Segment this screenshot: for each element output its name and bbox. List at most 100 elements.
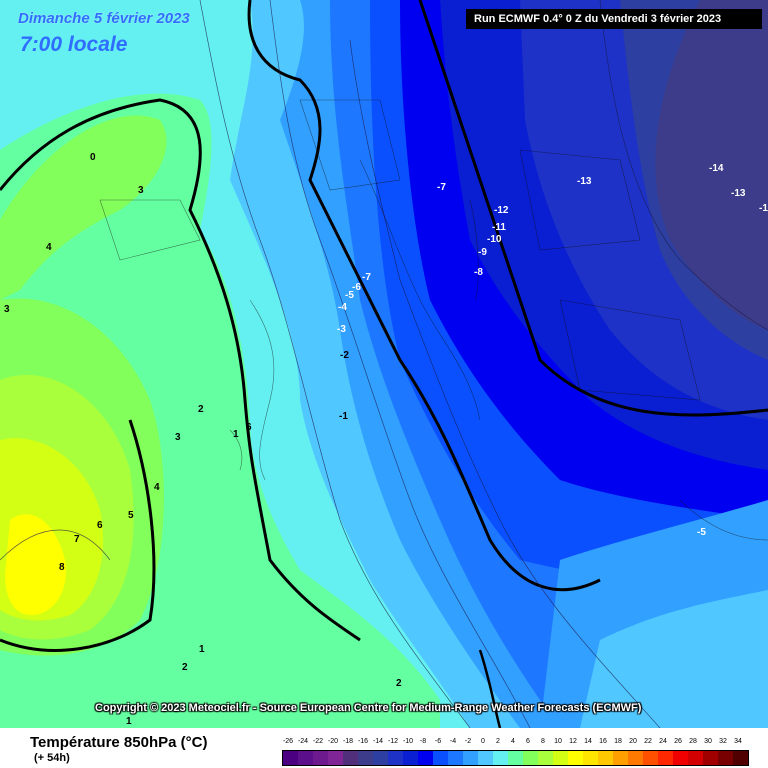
legend-swatch <box>613 751 628 765</box>
legend-swatch <box>523 751 538 765</box>
legend-swatch <box>358 751 373 765</box>
temperature-label: 1 <box>199 644 205 655</box>
scale-labels: -26 -24 -22 -20 -18 -16 -14 -12 -10 -8 -6 -4 -2 0 2 4 6 8… <box>282 738 752 748</box>
temperature-label: -2 <box>340 350 349 361</box>
legend-label: 2 <box>496 738 500 745</box>
footer-bar: Température 850hPa (°C) (+ 54h) -26 -24 -2… <box>0 728 768 768</box>
isotherm-east <box>478 649 502 728</box>
temperature-label: -10 <box>487 234 502 245</box>
legend-label: 12 <box>569 738 577 745</box>
temperature-label: -9 <box>478 247 487 258</box>
temperature-label: -12 <box>759 203 768 214</box>
temperature-label: -5 <box>697 527 706 538</box>
temperature-label: -4 <box>338 302 347 313</box>
legend-swatch <box>418 751 433 765</box>
legend-label: -22 <box>312 738 324 745</box>
legend-label: -4 <box>449 738 457 745</box>
temperature-label: -11 <box>492 222 506 233</box>
legend-swatch <box>673 751 688 765</box>
legend-swatch <box>283 751 298 765</box>
color-scale: -26 -24 -22 -20 -18 -16 -14 -12 -10 -8 -6 -4 -2 0 2 4 6 8… <box>282 738 752 768</box>
temperature-label: -5 <box>345 290 354 301</box>
temperature-label: -13 <box>731 188 746 199</box>
legend-label: -2 <box>464 738 472 745</box>
temperature-label: 3 <box>138 185 144 196</box>
legend-swatch <box>403 751 418 765</box>
temperature-map: 0 3 4 3 2 3 1 6 4 5 6 7 8 1 2 1 -1 -2 -3 -4 -5 -6 -7 -7 -8 -9 -10-… <box>0 0 768 728</box>
temperature-label: 7 <box>74 534 80 545</box>
legend-label: -6 <box>434 738 442 745</box>
temperature-label: -6 <box>352 282 361 293</box>
legend-swatch <box>733 751 748 765</box>
temperature-label: 3 <box>175 432 181 443</box>
legend-swatch <box>718 751 733 765</box>
legend-label: 8 <box>541 738 545 745</box>
lead-time: (+ 54h) <box>34 752 70 764</box>
temperature-label: 2 <box>396 678 402 689</box>
legend-label: -16 <box>357 738 369 745</box>
temperature-label: 8 <box>59 562 65 573</box>
legend-label: 30 <box>704 738 712 745</box>
legend-swatch <box>583 751 598 765</box>
legend-label: -10 <box>402 738 414 745</box>
legend-label: -20 <box>327 738 339 745</box>
legend-swatch <box>493 751 508 765</box>
temperature-label: -7 <box>362 272 371 283</box>
legend-label: 24 <box>659 738 667 745</box>
legend-swatch <box>388 751 403 765</box>
legend-swatch <box>508 751 523 765</box>
legend-label: 16 <box>599 738 607 745</box>
zone-yellow <box>5 514 66 616</box>
legend-label: 10 <box>554 738 562 745</box>
legend-swatch <box>553 751 568 765</box>
temperature-label: -7 <box>437 182 446 193</box>
legend-label: -18 <box>342 738 354 745</box>
legend-swatch <box>328 751 343 765</box>
scale-bar <box>282 750 749 766</box>
legend-label: 28 <box>689 738 697 745</box>
legend-swatch <box>703 751 718 765</box>
legend-swatch <box>433 751 448 765</box>
legend-swatch <box>313 751 328 765</box>
run-info: Run ECMWF 0.4° 0 Z du Vendredi 3 février… <box>466 9 762 29</box>
copyright-notice: Copyright © 2023 Meteociel.fr - Source E… <box>95 702 642 714</box>
legend-label: 0 <box>481 738 485 745</box>
isotherm-0-west <box>0 98 361 642</box>
legend-label: -12 <box>387 738 399 745</box>
zone-se-cyan <box>580 590 768 728</box>
isotherm-neg8 <box>418 0 768 417</box>
legend-label: -8 <box>419 738 427 745</box>
temperature-label: 6 <box>246 422 252 433</box>
legend-label: 6 <box>526 738 530 745</box>
variable-title: Température 850hPa (°C) <box>30 734 208 751</box>
temperature-label: -1 <box>339 411 348 422</box>
legend-swatch <box>688 751 703 765</box>
legend-swatch <box>448 751 463 765</box>
temperature-label: 5 <box>128 510 134 521</box>
legend-label: 20 <box>629 738 637 745</box>
zone-slate <box>655 0 768 330</box>
legend-swatch <box>628 751 643 765</box>
temperature-label: -8 <box>474 267 483 278</box>
legend-label: 26 <box>674 738 682 745</box>
legend-label: 32 <box>719 738 727 745</box>
temperature-label: -12 <box>494 205 509 216</box>
temperature-label: 2 <box>182 662 188 673</box>
temperature-label: 2 <box>198 404 204 415</box>
legend-label: 22 <box>644 738 652 745</box>
legend-label: -24 <box>297 738 309 745</box>
legend-label: 18 <box>614 738 622 745</box>
forecast-time: 7:00 locale <box>20 33 128 56</box>
temperature-label: -14 <box>709 163 724 174</box>
legend-swatch <box>298 751 313 765</box>
temperature-label: 0 <box>90 152 96 163</box>
isotherm-0-south <box>0 419 156 652</box>
legend-swatch <box>598 751 613 765</box>
zone-green-2 <box>0 115 167 300</box>
legend-label: 4 <box>511 738 515 745</box>
temperature-label: 3 <box>4 304 10 315</box>
legend-swatch <box>658 751 673 765</box>
legend-swatch <box>568 751 583 765</box>
temperature-label: -13 <box>577 176 592 187</box>
